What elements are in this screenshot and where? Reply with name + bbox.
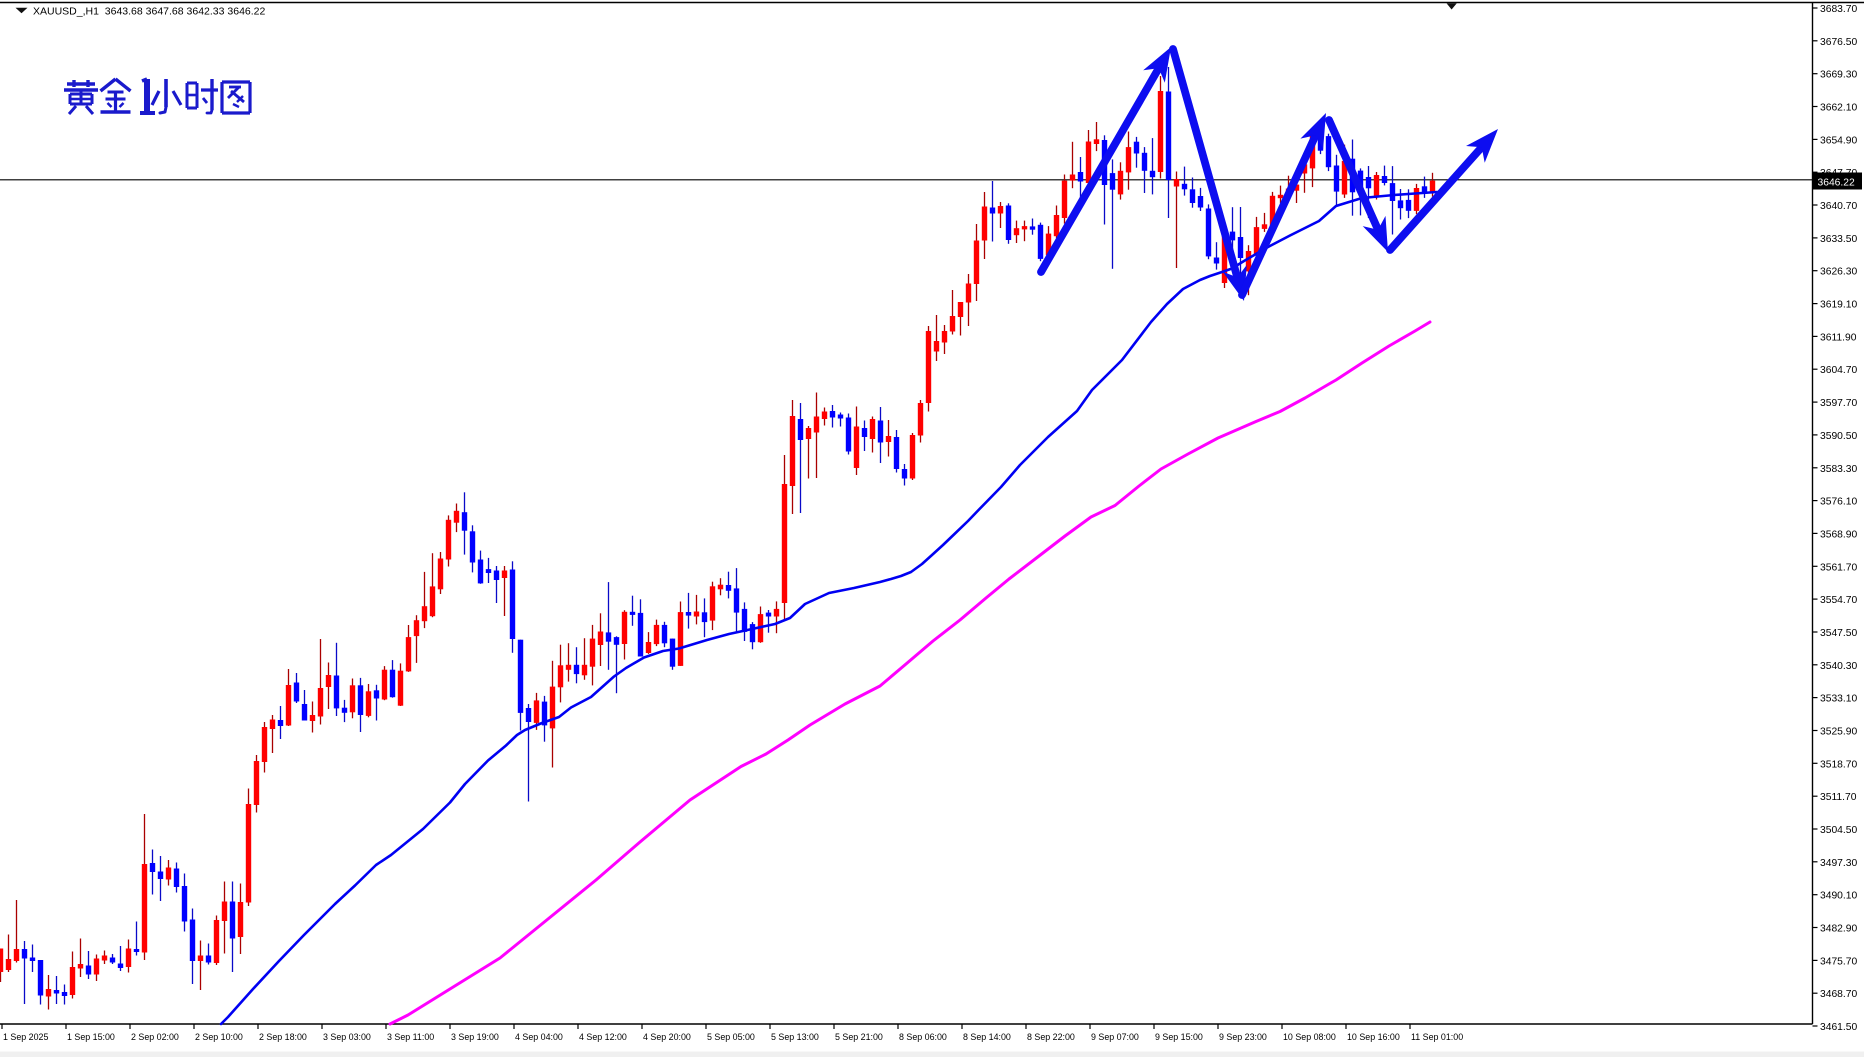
svg-text:XAUUSD_,H1 3643.68 3647.68 36: XAUUSD_,H1 3643.68 3647.68 3642.33 3646.… (33, 6, 266, 18)
svg-text:3590.50: 3590.50 (1820, 431, 1857, 442)
svg-text:11 Sep 01:00: 11 Sep 01:00 (1411, 1032, 1463, 1042)
svg-text:3597.70: 3597.70 (1820, 398, 1857, 409)
svg-text:3676.50: 3676.50 (1820, 37, 1857, 48)
svg-text:3533.10: 3533.10 (1820, 694, 1857, 705)
svg-text:3 Sep 03:00: 3 Sep 03:00 (323, 1032, 371, 1042)
svg-text:2 Sep 02:00: 2 Sep 02:00 (131, 1032, 179, 1042)
svg-text:1 Sep 2025: 1 Sep 2025 (3, 1032, 48, 1042)
svg-text:3490.10: 3490.10 (1820, 891, 1857, 902)
svg-text:3646.22: 3646.22 (1818, 177, 1855, 188)
svg-text:3669.30: 3669.30 (1820, 70, 1857, 81)
svg-text:3461.50: 3461.50 (1820, 1022, 1857, 1033)
svg-text:4 Sep 20:00: 4 Sep 20:00 (643, 1032, 691, 1042)
svg-text:3482.90: 3482.90 (1820, 924, 1857, 935)
svg-text:3518.70: 3518.70 (1820, 759, 1857, 770)
svg-text:9 Sep 15:00: 9 Sep 15:00 (1155, 1032, 1203, 1042)
svg-text:3475.70: 3475.70 (1820, 956, 1857, 967)
svg-text:3554.70: 3554.70 (1820, 595, 1857, 606)
svg-text:10 Sep 08:00: 10 Sep 08:00 (1283, 1032, 1336, 1042)
svg-text:8 Sep 14:00: 8 Sep 14:00 (963, 1032, 1011, 1042)
svg-text:4 Sep 04:00: 4 Sep 04:00 (515, 1032, 563, 1042)
svg-text:3540.30: 3540.30 (1820, 661, 1857, 672)
svg-text:2 Sep 18:00: 2 Sep 18:00 (259, 1032, 307, 1042)
svg-text:3468.70: 3468.70 (1820, 989, 1857, 1000)
svg-text:1 Sep 15:00: 1 Sep 15:00 (67, 1032, 115, 1042)
svg-text:5 Sep 21:00: 5 Sep 21:00 (835, 1032, 883, 1042)
svg-text:9 Sep 23:00: 9 Sep 23:00 (1219, 1032, 1267, 1042)
svg-text:3511.70: 3511.70 (1820, 792, 1857, 803)
svg-text:3640.70: 3640.70 (1820, 201, 1857, 212)
svg-text:8 Sep 22:00: 8 Sep 22:00 (1027, 1032, 1075, 1042)
svg-text:3 Sep 19:00: 3 Sep 19:00 (451, 1032, 499, 1042)
svg-text:2 Sep 10:00: 2 Sep 10:00 (195, 1032, 243, 1042)
svg-text:3568.90: 3568.90 (1820, 529, 1857, 540)
svg-text:4 Sep 12:00: 4 Sep 12:00 (579, 1032, 627, 1042)
svg-text:3626.30: 3626.30 (1820, 267, 1857, 278)
svg-text:3611.90: 3611.90 (1820, 332, 1857, 343)
svg-text:3633.50: 3633.50 (1820, 234, 1857, 245)
svg-text:10 Sep 16:00: 10 Sep 16:00 (1347, 1032, 1400, 1042)
svg-text:3547.50: 3547.50 (1820, 628, 1857, 639)
svg-text:3619.10: 3619.10 (1820, 300, 1857, 311)
svg-text:3604.70: 3604.70 (1820, 365, 1857, 376)
svg-text:5 Sep 13:00: 5 Sep 13:00 (771, 1032, 819, 1042)
svg-text:3 Sep 11:00: 3 Sep 11:00 (387, 1032, 434, 1042)
svg-text:9 Sep 07:00: 9 Sep 07:00 (1091, 1032, 1139, 1042)
svg-text:3576.10: 3576.10 (1820, 497, 1857, 508)
svg-text:3504.50: 3504.50 (1820, 825, 1857, 836)
svg-text:3497.30: 3497.30 (1820, 858, 1857, 869)
svg-text:3561.70: 3561.70 (1820, 562, 1857, 573)
svg-text:3654.90: 3654.90 (1820, 135, 1857, 146)
svg-text:8 Sep 06:00: 8 Sep 06:00 (899, 1032, 947, 1042)
svg-text:3662.10: 3662.10 (1820, 103, 1857, 114)
svg-text:3583.30: 3583.30 (1820, 464, 1857, 475)
svg-text:3683.70: 3683.70 (1820, 4, 1857, 15)
svg-text:5 Sep 05:00: 5 Sep 05:00 (707, 1032, 755, 1042)
svg-text:3525.90: 3525.90 (1820, 727, 1857, 738)
